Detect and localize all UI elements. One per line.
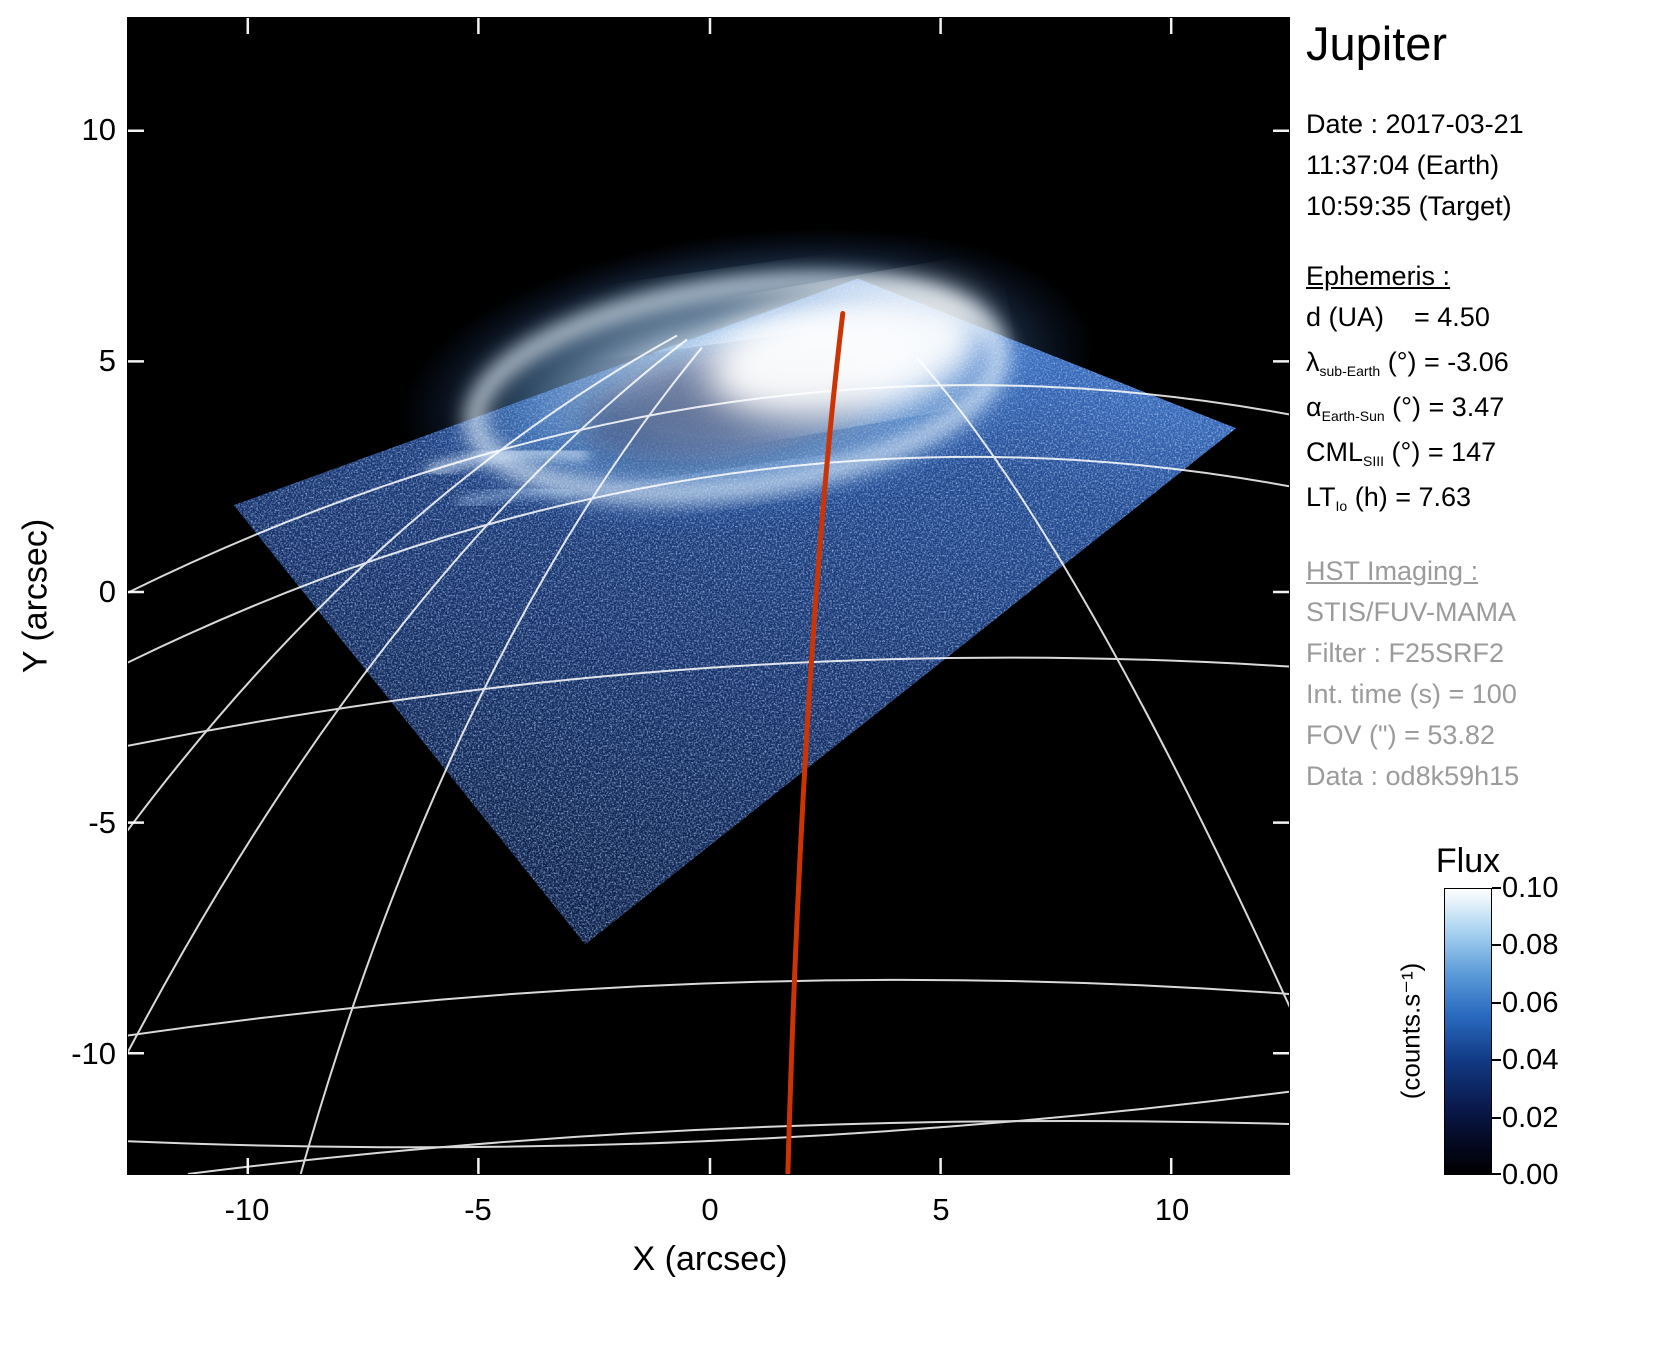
colorbar-tick xyxy=(1492,944,1501,946)
ephemeris-phase-angle: αEarth-Sun (°) = 3.47 xyxy=(1306,387,1666,432)
colorbar-label: 0.08 xyxy=(1502,929,1559,961)
hst-data-id-line: Data : od8k59h15 xyxy=(1306,761,1520,791)
ephemeris-value: (h) = 7.63 xyxy=(1347,482,1472,512)
y-axis-title: Y (arcsec) xyxy=(16,518,55,674)
colorbar-tick xyxy=(1492,887,1501,889)
hst-instrument-line: STIS/FUV-MAMA xyxy=(1306,597,1517,627)
y-tick-label: 0 xyxy=(98,574,116,609)
colorbar-tick xyxy=(1492,1002,1501,1004)
x-tick-label: 0 xyxy=(701,1192,719,1227)
x-tick-label: -10 xyxy=(224,1192,270,1227)
colorbar-label: 0.02 xyxy=(1502,1102,1559,1134)
ephemeris-io-local-time: LTIo (h) = 7.63 xyxy=(1306,477,1666,522)
ephemeris-distance: d (UA) = 4.50 xyxy=(1306,297,1666,342)
figure-title: Jupiter xyxy=(1306,17,1448,70)
ephemeris-symbol: CML xyxy=(1306,437,1364,467)
hst-int-time-line: Int. time (s) = 100 xyxy=(1306,679,1517,709)
ephemeris-subscript: Earth-Sun xyxy=(1321,408,1385,424)
colorbar-label: 0.04 xyxy=(1502,1044,1559,1076)
hst-imaging-heading: HST Imaging : xyxy=(1306,556,1479,586)
planet-graticule xyxy=(128,334,1289,1174)
axis-tick-marks xyxy=(128,18,1289,1174)
colorbar-title: Flux xyxy=(1435,842,1501,880)
aurora-image xyxy=(128,18,1289,1174)
ephemeris-symbol: d (UA) xyxy=(1306,302,1385,332)
date-line: Date : 2017-03-21 xyxy=(1306,109,1524,139)
ephemeris-heading: Ephemeris : xyxy=(1306,261,1451,291)
red-track-line xyxy=(785,310,846,1174)
colorbar-unit: (counts.s⁻¹) xyxy=(1395,962,1426,1100)
ephemeris-value: (°) = -3.06 xyxy=(1380,347,1509,377)
ephemeris-value: (°) = 3.47 xyxy=(1384,392,1505,422)
ephemeris-subscript: SIII xyxy=(1363,453,1385,469)
x-tick-label: 10 xyxy=(1154,1192,1190,1227)
colorbar-label: 0.06 xyxy=(1502,987,1559,1019)
ephemeris-subscript: sub-Earth xyxy=(1319,363,1381,379)
colorbar-tick xyxy=(1492,1173,1501,1175)
plot-area xyxy=(127,17,1290,1175)
colorbar-label: 0.10 xyxy=(1502,872,1559,904)
hst-filter-line: Filter : F25SRF2 xyxy=(1306,638,1505,668)
colorbar-tick xyxy=(1492,1059,1501,1061)
info-panel: Jupiter Date : 2017-03-21 11:37:04 (Eart… xyxy=(1306,16,1666,797)
colorbar xyxy=(1444,888,1492,1175)
ephemeris-symbol: LT xyxy=(1306,482,1336,512)
ephemeris-sub-earth-lat: λsub-Earth (°) = -3.06 xyxy=(1306,342,1666,387)
target-time-line: 10:59:35 (Target) xyxy=(1306,191,1512,221)
x-tick-label: -5 xyxy=(464,1192,492,1227)
y-tick-label: 5 xyxy=(98,343,116,378)
ephemeris-cml: CMLSIII (°) = 147 xyxy=(1306,432,1666,477)
ephemeris-subscript: Io xyxy=(1335,498,1348,514)
x-axis-title: X (arcsec) xyxy=(632,1240,788,1278)
ephemeris-symbol: λ xyxy=(1306,347,1320,377)
earth-time-line: 11:37:04 (Earth) xyxy=(1306,150,1500,180)
y-tick-label: -5 xyxy=(88,805,116,840)
ephemeris-value: (°) = 147 xyxy=(1384,437,1497,467)
x-tick-label: 5 xyxy=(932,1192,950,1227)
y-tick-label: -10 xyxy=(71,1036,116,1071)
hst-fov-line: FOV (") = 53.82 xyxy=(1306,720,1495,750)
colorbar-label: 0.00 xyxy=(1502,1159,1559,1191)
ephemeris-value: = 4.50 xyxy=(1384,302,1490,332)
y-tick-label: 10 xyxy=(81,112,116,147)
ephemeris-symbol: α xyxy=(1306,392,1322,422)
colorbar-tick xyxy=(1492,1117,1501,1119)
